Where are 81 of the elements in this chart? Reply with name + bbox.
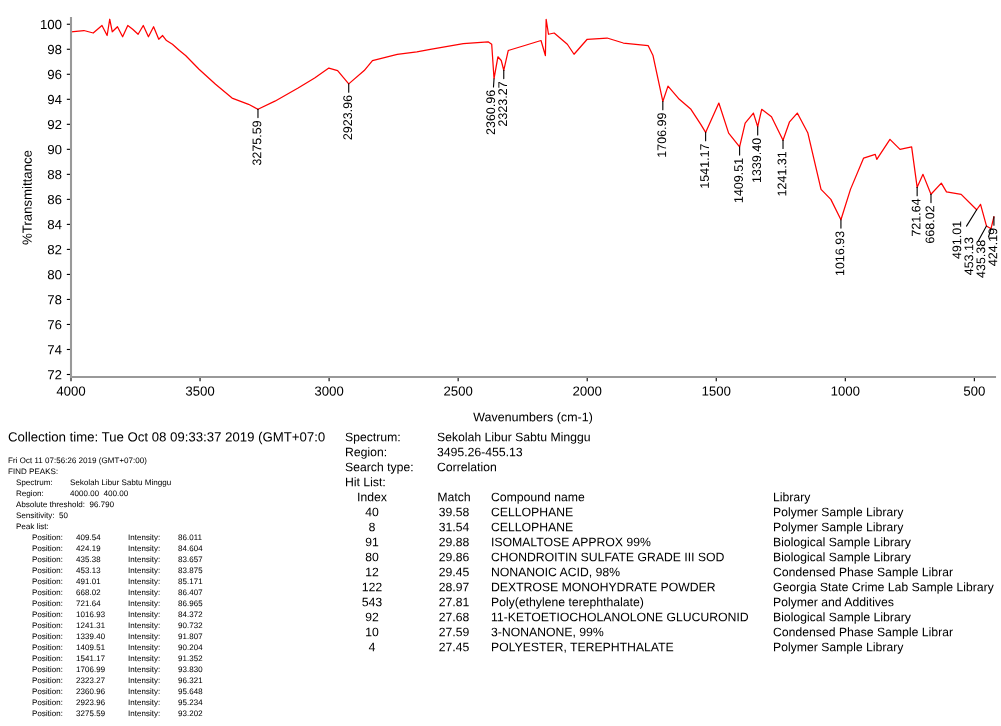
y-tick-label: 74 — [47, 345, 62, 355]
text: 543 27.81 Poly(ethylene terephthalate) Polymer and Additives — [362, 597, 894, 609]
text: Search type: Correlation — [345, 462, 496, 474]
annotation: 435.38 — [976, 240, 986, 278]
y-tick-label: 78 — [47, 295, 62, 305]
annotation: 1541.17 — [700, 144, 709, 188]
text: Position: 1339.40 Intensity: 91.807 — [32, 633, 203, 641]
text: 80 29.86 CHONDROITIN SULFATE GRADE III SOD Biological Sample Library — [365, 552, 911, 564]
annotation: 2360.96 — [486, 90, 496, 135]
text: Position: 2923.96 Intensity: 95.234 — [32, 699, 203, 707]
y-tick-label: 92 — [47, 119, 62, 130]
text: 40 39.58 CELLOPHANE Polymer Sample Library — [365, 507, 904, 519]
text: Position: 1016.93 Intensity: 84.372 — [32, 611, 203, 619]
annotation: 1409.51 — [734, 158, 743, 203]
annotation: 1016.93 — [835, 231, 845, 276]
annotation: 1339.40 — [752, 138, 762, 183]
text: 10 27.59 3-NONANONE, 99% Condensed Phase Sample Librar — [366, 627, 953, 639]
text: Sensitivity: 50 — [16, 512, 68, 520]
text: Position: 721.64 Intensity: 86.965 — [32, 600, 203, 608]
text: Position: 424.19 Intensity: 84.604 — [32, 545, 203, 553]
annotation: 453.13 — [964, 237, 974, 276]
text: Spectrum: Sekolah Libur Sabtu Minggu — [345, 432, 590, 444]
x-tick-label: 3000 — [314, 386, 344, 396]
text: Position: 453.13 Intensity: 83.875 — [32, 567, 203, 575]
text: FIND PEAKS: — [8, 468, 58, 475]
text: Position: 3275.59 Intensity: 93.202 — [32, 710, 203, 718]
y-tick-label: 72 — [47, 370, 62, 380]
y-tick-label: 82 — [47, 244, 62, 255]
text: Position: 668.02 Intensity: 86.407 — [32, 589, 203, 597]
annotation: 491.01 — [952, 221, 962, 259]
y-tick-label: 80 — [47, 270, 62, 280]
y-tick-label: 96 — [47, 69, 62, 80]
text: Collection time: Tue Oct 08 09:33:37 2019 (GMT+07:0 — [8, 431, 325, 445]
text: 91 29.88 ISOMALTOSE APPROX 99% Biological Sample Library — [365, 537, 911, 549]
text: Peak list: — [16, 523, 48, 530]
annotation: 1241.31 — [777, 151, 787, 196]
x-tick-label: 3500 — [185, 386, 215, 396]
y-tick-label: 84 — [47, 219, 62, 230]
annotation: 668.02 — [925, 206, 935, 243]
text: Hit List: — [346, 477, 385, 487]
text: Position: 2360.96 Intensity: 95.648 — [32, 688, 203, 696]
text: 4 27.45 POLYESTER, TEREPHTHALATE Polymer Sample Library — [368, 642, 904, 654]
text: Region: 3495.26-455.13 — [346, 447, 523, 459]
y-axis-title: %Transmittance — [22, 150, 32, 245]
text: Position: 2323.27 Intensity: 96.321 — [32, 677, 203, 685]
x-tick-label: 2000 — [573, 386, 602, 396]
x-axis-title: Wavenumbers (cm-1) — [473, 412, 593, 424]
text: Fri Oct 11 07:56:26 2019 (GMT+07:00) — [8, 457, 147, 465]
text: Region: 4000.00 400.00 — [16, 490, 128, 498]
text: Position: 1241.31 Intensity: 90.732 — [32, 622, 203, 630]
text: Position: 1541.17 Intensity: 91.352 — [32, 655, 203, 663]
annotation: 3275.59 — [252, 120, 262, 166]
text: Index Match Compound name Library — [358, 492, 811, 504]
y-tick-label: 88 — [47, 169, 62, 180]
text: Position: 491.01 Intensity: 85.171 — [32, 578, 203, 586]
text: Position: 1706.99 Intensity: 93.830 — [32, 666, 203, 674]
text: 122 28.97 DEXTROSE MONOHYDRATE POWDER Georgia State Crime Lab Sample Library — [362, 582, 994, 594]
y-tick-label: 98 — [47, 44, 62, 55]
annotation: 424.19 — [988, 228, 998, 266]
text: 12 29.45 NONANOIC ACID, 98% Condensed Phase Sample Librar — [366, 567, 953, 579]
x-tick-label: 1500 — [702, 386, 731, 396]
text: Spectrum: Sekolah Libur Sabtu Minggu — [16, 479, 171, 487]
text: Absolute threshold: 96.790 — [16, 501, 114, 508]
text: Position: 409.54 Intensity: 86.011 — [32, 534, 202, 542]
annotation: 721.64 — [911, 198, 921, 236]
text: 8 31.54 CELLOPHANE Polymer Sample Library — [369, 522, 904, 534]
x-tick-label: 2500 — [444, 386, 473, 396]
x-tick-label: 500 — [963, 386, 985, 396]
annotation: 2323.27 — [498, 82, 508, 126]
y-tick-label: 90 — [47, 144, 62, 155]
y-tick-label: 94 — [47, 94, 62, 105]
text: 92 27.68 11-KETOETIOCHOLANOLONE GLUCURONID Biological Sample Library — [365, 612, 911, 624]
text: Position: 435.38 Intensity: 83.657 — [32, 556, 203, 564]
y-tick-label: 100 — [40, 19, 62, 30]
x-tick-label: 1000 — [831, 386, 860, 396]
annotation: 1706.99 — [657, 113, 667, 157]
y-tick-label: 76 — [47, 320, 62, 330]
x-tick-label: 4000 — [56, 386, 86, 396]
y-tick-label: 86 — [47, 194, 62, 205]
annotation: 2923.96 — [343, 95, 353, 140]
text: Position: 1409.51 Intensity: 90.204 — [32, 644, 203, 652]
